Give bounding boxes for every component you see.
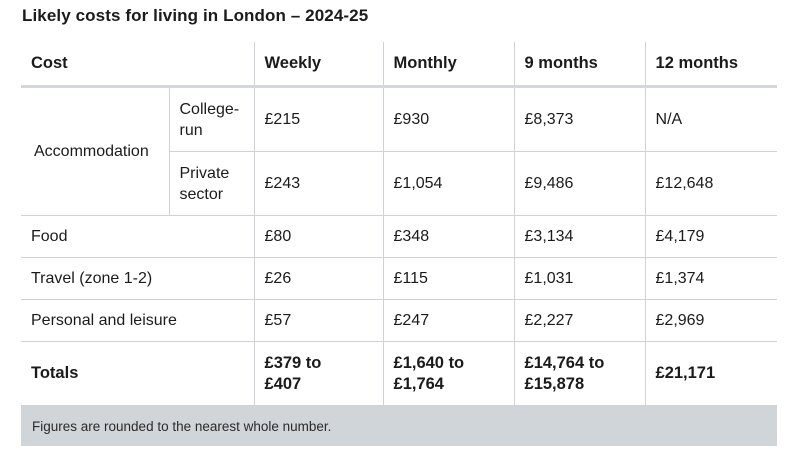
cell-12-months: £12,648 [645,151,778,216]
header-9-months: 9 months [514,42,646,88]
cell-monthly: £1,054 [383,151,515,216]
table-caption: Likely costs for living in London – 2024… [22,6,369,25]
header-cost: Cost [21,42,255,88]
table-row: Travel (zone 1-2) £26 £115 £1,031 £1,374 [21,257,778,300]
cell-9-months: £9,486 [514,151,646,216]
row-label: Personal and leisure [21,299,255,342]
footnote-row: Figures are rounded to the nearest whole… [21,405,778,446]
cell-monthly: £348 [383,215,515,258]
table-row: Food £80 £348 £3,134 £4,179 [21,215,778,258]
total-weekly: £379 to £407 [254,341,384,406]
accommodation-type: Private sector [169,151,255,216]
accommodation-type: College- run [169,86,255,152]
cell-weekly: £80 [254,215,384,258]
cell-9-months: £8,373 [514,86,646,152]
cell-9-months: £2,227 [514,299,646,342]
cell-weekly: £26 [254,257,384,300]
table-row: Personal and leisure £57 £247 £2,227 £2,… [21,299,778,342]
cell-12-months: £2,969 [645,299,778,342]
cell-9-months: £1,031 [514,257,646,300]
cell-weekly: £215 [254,86,384,152]
header-row: Cost Weekly Monthly 9 months 12 months [21,42,778,88]
total-12-months: £21,171 [645,341,778,406]
header-12-months: 12 months [645,42,778,88]
header-monthly: Monthly [383,42,515,88]
total-9-months: £14,764 to £15,878 [514,341,646,406]
cell-monthly: £115 [383,257,515,300]
cell-12-months: N/A [645,86,778,152]
cell-monthly: £247 [383,299,515,342]
accommodation-label: Accommodation [21,86,170,216]
cell-weekly: £243 [254,151,384,216]
totals-row: Totals £379 to £407 £1,640 to £1,764 £14… [21,341,778,406]
table-footnote: Figures are rounded to the nearest whole… [21,405,778,446]
header-weekly: Weekly [254,42,384,88]
cell-12-months: £4,179 [645,215,778,258]
cell-9-months: £3,134 [514,215,646,258]
row-label: Travel (zone 1-2) [21,257,255,300]
table-row: Private sector £243 £1,054 £9,486 £12,64… [21,151,778,216]
totals-label: Totals [21,341,255,406]
cost-table: Cost Weekly Monthly 9 months 12 months A… [21,42,778,446]
cell-12-months: £1,374 [645,257,778,300]
cell-weekly: £57 [254,299,384,342]
cell-monthly: £930 [383,86,515,152]
row-label: Food [21,215,255,258]
total-monthly: £1,640 to £1,764 [383,341,515,406]
table-row: Accommodation College- run £215 £930 £8,… [21,86,778,216]
